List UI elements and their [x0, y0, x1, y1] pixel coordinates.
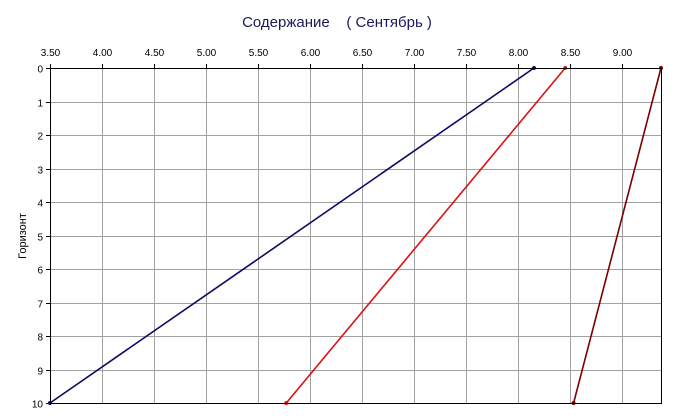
- series-line-1: [49, 67, 535, 404]
- y-tick-label: 8: [37, 333, 43, 344]
- grid: [50, 68, 661, 404]
- y-axis-ticks: 0 1 2 3 4 5 6 7 8 9 10: [32, 65, 50, 411]
- x-axis-ticks: 3.50 4.00 4.50 5.00 5.50 6.00 6.50 7.00 7.50 8.00…: [41, 48, 633, 68]
- y-tick-label: 4: [37, 199, 43, 210]
- x-tick-label: 5.00: [197, 48, 217, 59]
- y-tick-label: 1: [37, 99, 43, 110]
- y-tick-label: 0: [37, 65, 43, 76]
- x-tick-label: 3.50: [41, 48, 61, 59]
- x-tick-label: 6.50: [353, 48, 373, 59]
- x-tick-label: 7.00: [405, 48, 425, 59]
- x-tick-label: 7.50: [457, 48, 477, 59]
- y-tick-label: 6: [37, 266, 43, 277]
- x-tick-label: 5.50: [249, 48, 269, 59]
- x-tick-label: 6.00: [301, 48, 321, 59]
- x-tick-label: 4.50: [145, 48, 165, 59]
- series-line-2: [285, 67, 566, 404]
- series-line-3: [572, 67, 662, 404]
- y-tick-label: 2: [37, 132, 43, 143]
- y-tick-label: 3: [37, 166, 43, 177]
- y-axis-label: Горизонт: [17, 213, 29, 259]
- plot-frame: [50, 68, 662, 404]
- y-tick-label: 10: [32, 400, 44, 411]
- y-tick-label: 5: [37, 233, 43, 244]
- y-tick-label: 9: [37, 367, 43, 378]
- y-tick-label: 7: [37, 300, 43, 311]
- chart-title: Содержание ( Сентябрь ): [242, 14, 432, 31]
- x-tick-label: 8.00: [509, 48, 529, 59]
- x-tick-label: 4.00: [93, 48, 113, 59]
- x-tick-label: 8.50: [561, 48, 581, 59]
- series-lines: [48, 66, 663, 405]
- x-tick-label: 9.00: [613, 48, 633, 59]
